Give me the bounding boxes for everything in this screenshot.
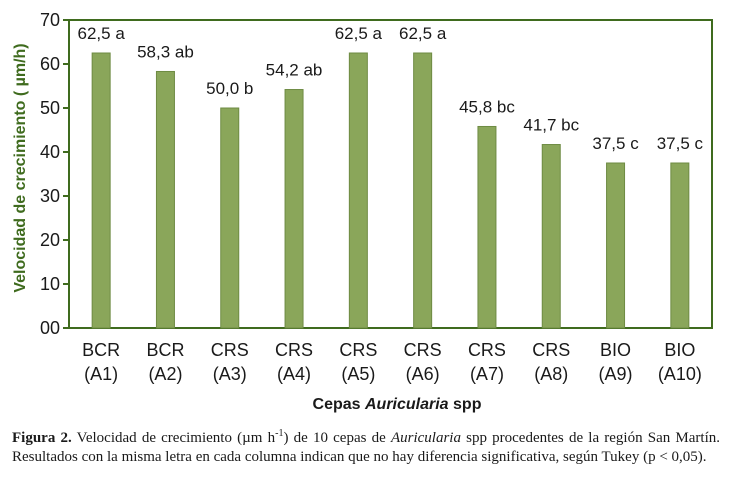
x-tick-label-code: (A2) [148, 364, 182, 384]
x-tick-label-code: (A3) [213, 364, 247, 384]
y-tick-label: 60 [40, 54, 60, 74]
caption-sup: -1 [275, 428, 284, 439]
bar [91, 52, 111, 329]
y-axis-title: Velocidad de crecimiento ( µm/h) [12, 43, 29, 292]
data-label: 41,7 bc [523, 116, 579, 135]
y-tick-label: 00 [40, 318, 60, 338]
x-tick-label-code: (A4) [277, 364, 311, 384]
data-label: 37,5 c [657, 134, 704, 153]
x-axis-title-suffix: spp [449, 396, 482, 413]
x-tick-label: CRS [339, 340, 377, 360]
bar [413, 52, 433, 329]
x-axis-title: Cepas Auricularia spp [313, 396, 482, 413]
data-label: 62,5 a [78, 24, 126, 43]
x-axis-title-prefix: Cepas [313, 396, 365, 413]
bar-chart: 00 10 20 30 40 50 60 70 62,5 a BCR (A1) 58,3 ab BCR (… [12, 10, 713, 413]
y-tick-label: 50 [40, 98, 60, 118]
x-tick-label: CRS [211, 340, 249, 360]
data-label: 37,5 c [592, 134, 639, 153]
plot-area: 00 10 20 30 40 50 60 70 62,5 a BCR (A1) 58,3 ab BCR (… [40, 10, 713, 384]
figure-caption: Figura 2. Velocidad de crecimiento (µm h… [12, 424, 720, 467]
data-label: 62,5 a [399, 24, 447, 43]
x-tick-label-code: (A7) [470, 364, 504, 384]
y-tick-label: 30 [40, 186, 60, 206]
caption-label: Figura 2. [12, 430, 72, 446]
bar [606, 162, 626, 329]
bar [348, 52, 368, 329]
bar [155, 70, 175, 329]
data-label: 45,8 bc [459, 97, 515, 116]
x-tick-label: CRS [275, 340, 313, 360]
data-label: 50,0 b [206, 79, 253, 98]
y-tick-label: 70 [40, 10, 60, 30]
bar [220, 107, 240, 329]
data-label: 62,5 a [335, 24, 383, 43]
data-label: 58,3 ab [137, 42, 194, 61]
x-tick-label: BIO [600, 340, 631, 360]
y-tick-label: 40 [40, 142, 60, 162]
y-tick-label: 10 [40, 274, 60, 294]
plot-frame [68, 19, 713, 329]
bar [670, 162, 690, 329]
x-tick-label: CRS [404, 340, 442, 360]
x-tick-label-code: (A5) [341, 364, 375, 384]
x-tick-label-code: (A1) [84, 364, 118, 384]
data-label: 54,2 ab [266, 61, 323, 80]
x-tick-label: CRS [468, 340, 506, 360]
y-tick-label: 20 [40, 230, 60, 250]
x-tick-label-code: (A10) [658, 364, 702, 384]
bar [477, 125, 497, 329]
caption-text-3: spp procedentes de la región San Martín.… [12, 430, 721, 465]
x-tick-label: CRS [532, 340, 570, 360]
x-tick-label-code: (A6) [406, 364, 440, 384]
x-tick-label-code: (A9) [599, 364, 633, 384]
x-tick-label: BCR [82, 340, 120, 360]
caption-italic: Auricularia [390, 430, 461, 446]
x-tick-label-code: (A8) [534, 364, 568, 384]
bar [284, 89, 304, 329]
caption-text-1: Velocidad de crecimiento (µm h [71, 430, 276, 446]
caption-text-2: ) de 10 cepas de [283, 430, 391, 446]
x-tick-label: BIO [664, 340, 695, 360]
x-axis-title-italic: Auricularia [364, 396, 449, 413]
x-tick-label: BCR [146, 340, 184, 360]
bar [541, 144, 561, 329]
